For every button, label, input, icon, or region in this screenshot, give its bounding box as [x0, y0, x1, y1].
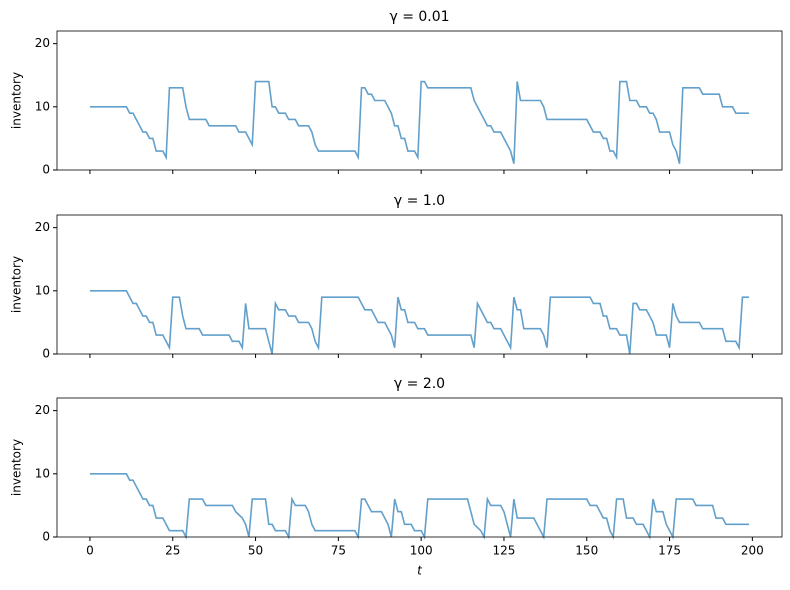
y-axis-label: inventory [10, 72, 24, 129]
y-axis-label: inventory [10, 439, 24, 496]
y-tick-label: 20 [35, 220, 50, 234]
y-tick-label: 20 [35, 403, 50, 417]
x-tick-label: 175 [658, 544, 681, 558]
x-tick-label: 75 [331, 544, 346, 558]
x-axis-label: t [417, 564, 423, 578]
x-tick-label: 200 [741, 544, 764, 558]
y-tick-label: 10 [35, 99, 50, 113]
y-tick-label: 0 [42, 347, 50, 361]
x-tick-label: 150 [575, 544, 598, 558]
x-tick-label: 25 [165, 544, 180, 558]
plot-frame [56, 30, 783, 171]
y-tick-label: 20 [35, 36, 50, 50]
panel-title: γ = 2.0 [394, 376, 445, 392]
x-tick-label: 50 [248, 544, 263, 558]
y-tick-label: 0 [42, 530, 50, 544]
data-line [89, 80, 750, 164]
y-tick-label: 10 [35, 466, 50, 480]
x-tick-label: 0 [86, 544, 94, 558]
x-tick-label: 100 [410, 544, 433, 558]
plot-frame [56, 397, 783, 538]
y-axis-label: inventory [10, 256, 24, 313]
data-line [89, 473, 750, 540]
panel-title: γ = 1.0 [394, 193, 445, 209]
y-tick-label: 0 [42, 163, 50, 177]
y-tick-label: 10 [35, 283, 50, 297]
plot-frame [56, 214, 783, 355]
x-tick-label: 125 [493, 544, 516, 558]
panel-title: γ = 0.01 [389, 9, 449, 25]
data-line [89, 290, 750, 355]
